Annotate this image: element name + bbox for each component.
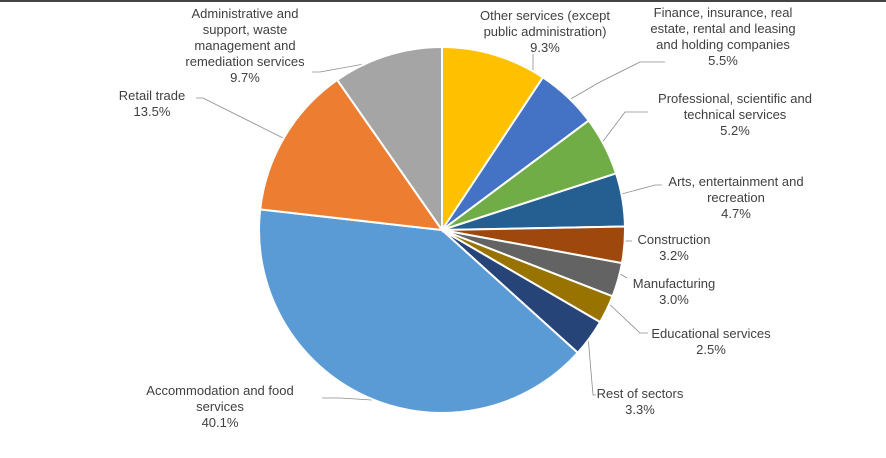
data-label-6: Educational services 2.5%	[651, 326, 770, 358]
data-label-percent: 5.5%	[708, 53, 738, 68]
data-label-text: public administration)	[483, 24, 607, 39]
data-label-percent: 13.5%	[133, 104, 171, 119]
data-label-3: Arts, entertainment and recreation 4.7%	[668, 174, 803, 222]
data-label-percent: 9.3%	[530, 40, 560, 55]
pie-slices	[258, 45, 626, 414]
data-label-2: Professional, scientific and technical se…	[658, 91, 812, 139]
data-label-4: Construction 3.2%	[638, 232, 711, 264]
data-label-text: Professional, scientific and	[658, 91, 812, 106]
leader-line-6	[604, 299, 648, 334]
data-label-text: support, waste	[202, 22, 288, 37]
data-label-0: Other services (except public administrat…	[480, 8, 610, 56]
data-label-text: estate, rental and leasing	[650, 21, 796, 36]
data-label-percent: 3.3%	[625, 402, 655, 417]
data-label-percent: 2.5%	[696, 342, 726, 357]
data-label-7: Rest of sectors 3.3%	[597, 386, 684, 418]
data-label-text: Manufacturing	[632, 276, 716, 291]
data-label-text: Retail trade	[118, 88, 186, 103]
pie-slice-9	[259, 78, 445, 232]
data-label-text: Administrative and	[191, 6, 299, 21]
data-label-text: Arts, entertainment and	[668, 174, 804, 189]
data-label-text: Construction	[637, 232, 711, 247]
top-border	[0, 0, 886, 2]
leader-line-8	[322, 397, 373, 401]
data-label-8: Accommodation and food services 40.1%	[146, 383, 293, 431]
leader-line-1	[568, 61, 665, 101]
data-label-percent: 3.2%	[659, 248, 689, 263]
data-label-percent: 5.2%	[720, 123, 750, 138]
data-label-1: Finance, insurance, real estate, rental a…	[650, 5, 795, 69]
data-label-text: and holding companies	[656, 37, 790, 52]
leader-line-7	[587, 335, 596, 396]
pie-slice-0	[441, 45, 545, 234]
pie-slice-10	[335, 45, 443, 234]
data-label-percent: 9.7%	[230, 70, 260, 85]
data-label-percent: 40.1%	[201, 415, 239, 430]
leader-lines	[196, 54, 665, 401]
leader-line-9	[196, 97, 284, 139]
data-label-text: Educational services	[651, 326, 771, 341]
data-label-text: Other services (except	[479, 8, 611, 23]
data-label-percent: 4.7%	[721, 206, 751, 221]
data-label-text: management and	[194, 38, 296, 53]
data-label-text: Rest of sectors	[596, 386, 684, 401]
pie-slice-8	[258, 208, 580, 414]
data-label-9: Retail trade 13.5%	[119, 88, 185, 120]
leader-line-3	[617, 184, 662, 196]
leader-line-2	[597, 111, 648, 149]
data-label-text: Finance, insurance, real	[653, 5, 793, 20]
data-label-percent: 3.0%	[659, 292, 689, 307]
data-label-10: Administrative and support, waste manageme…	[185, 6, 304, 86]
data-label-text: services	[196, 399, 244, 414]
data-label-text: Accommodation and food	[146, 383, 294, 398]
data-label-5: Manufacturing 3.0%	[633, 276, 715, 308]
data-label-text: recreation	[707, 190, 765, 205]
data-label-text: technical services	[683, 107, 787, 122]
data-label-text: remediation services	[185, 54, 305, 69]
